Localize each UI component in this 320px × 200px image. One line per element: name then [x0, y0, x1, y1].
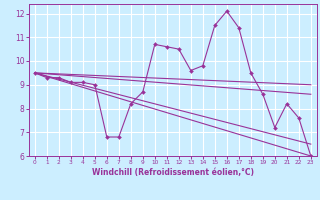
X-axis label: Windchill (Refroidissement éolien,°C): Windchill (Refroidissement éolien,°C): [92, 168, 254, 177]
